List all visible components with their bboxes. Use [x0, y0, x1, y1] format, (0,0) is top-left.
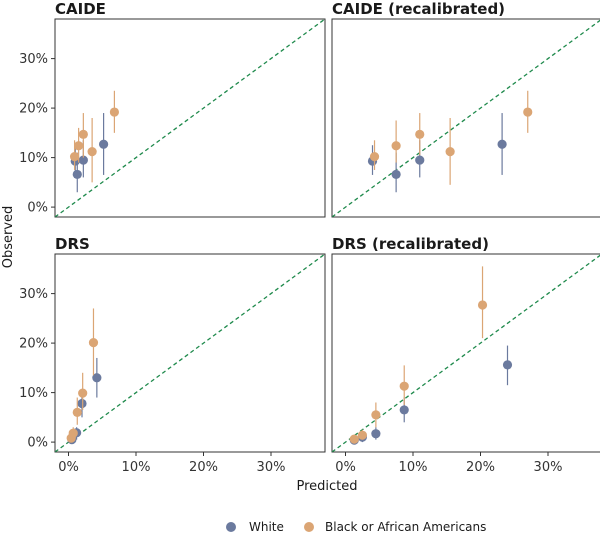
point-black-or-african-americans [74, 141, 84, 151]
series-black-or-african-americans [66, 308, 99, 443]
panel-frame [331, 18, 600, 218]
point-black-or-african-americans [68, 428, 78, 438]
legend-marker-black-african-american [304, 522, 314, 532]
panel-caide-recalibrated: CAIDE (recalibrated) [331, 0, 600, 218]
point-black-or-african-americans [109, 107, 119, 117]
series-black-or-african-americans [349, 266, 488, 444]
y-tick-label: 20% [19, 102, 48, 117]
point-white [72, 169, 82, 180]
x-tick-label: 30% [257, 460, 286, 475]
legend-label-black-african-american: Black or African Americans [325, 520, 486, 534]
point-black-or-african-americans [415, 129, 425, 139]
x-tick-label: 30% [534, 460, 563, 475]
point-black-or-african-americans [69, 152, 80, 162]
panel-caide: CAIDE 0% 10% 20% 30% [19, 0, 326, 218]
point-black-or-african-americans [357, 430, 367, 440]
point-white [415, 155, 425, 165]
x-tick-label: 0% [335, 460, 356, 475]
point-black-or-african-americans [369, 152, 380, 162]
panel-title: DRS [55, 235, 90, 253]
panel-title: DRS (recalibrated) [332, 235, 489, 253]
y-tick-label: 0% [27, 201, 48, 216]
y-tick-label: 10% [19, 386, 48, 401]
point-black-or-african-americans [87, 147, 97, 157]
point-black-or-african-americans [349, 434, 359, 444]
panel-title: CAIDE [55, 0, 106, 18]
point-black-or-african-americans [72, 407, 82, 417]
point-black-or-african-americans [399, 381, 409, 391]
panel-drs: DRS 0% 10% 20% 30% 0% 10% 20% 30% [19, 235, 326, 475]
point-black-or-african-americans [78, 129, 88, 139]
legend-label-white: White [249, 520, 284, 534]
y-tick-label: 20% [19, 337, 48, 352]
point-white [391, 169, 401, 180]
point-black-or-african-americans [371, 410, 381, 420]
x-tick-label: 20% [189, 460, 218, 475]
point-white [399, 405, 409, 415]
y-tick-label: 30% [19, 287, 48, 302]
panel-frame [54, 253, 326, 453]
series-black-or-african-americans [369, 90, 533, 185]
point-white [78, 155, 88, 165]
x-tick-label: 0% [58, 460, 79, 475]
panel-drs-recalibrated: DRS (recalibrated) 0% 10% 20% 30% [331, 235, 600, 475]
panels: CAIDE 0% 10% 20% 30% CAIDE (recalibrated) DRS 0… [19, 0, 600, 475]
legend: White Black or African Americans [226, 520, 486, 534]
y-tick-label: 10% [19, 151, 48, 166]
y-axis-title: Observed [1, 206, 16, 269]
series-black-or-african-americans [69, 90, 119, 183]
point-white [371, 429, 381, 439]
y-tick-label: 30% [19, 52, 48, 67]
x-tick-label: 10% [122, 460, 151, 475]
point-black-or-african-americans [88, 338, 99, 348]
point-black-or-african-americans [445, 147, 455, 157]
x-tick-label: 20% [466, 460, 495, 475]
point-white [502, 360, 513, 370]
panel-title: CAIDE (recalibrated) [332, 0, 505, 18]
x-tick-label: 10% [399, 460, 428, 475]
point-black-or-african-americans [78, 388, 88, 398]
x-axis-title: Predicted [296, 479, 357, 494]
panel-frame [54, 18, 326, 218]
legend-marker-white [226, 522, 236, 532]
point-white [92, 373, 102, 383]
point-black-or-african-americans [523, 107, 533, 117]
point-white [497, 139, 507, 149]
point-black-or-african-americans [391, 141, 401, 151]
point-white [77, 398, 87, 409]
point-white [99, 139, 109, 149]
point-black-or-african-americans [477, 300, 488, 310]
y-tick-label: 0% [27, 436, 48, 451]
